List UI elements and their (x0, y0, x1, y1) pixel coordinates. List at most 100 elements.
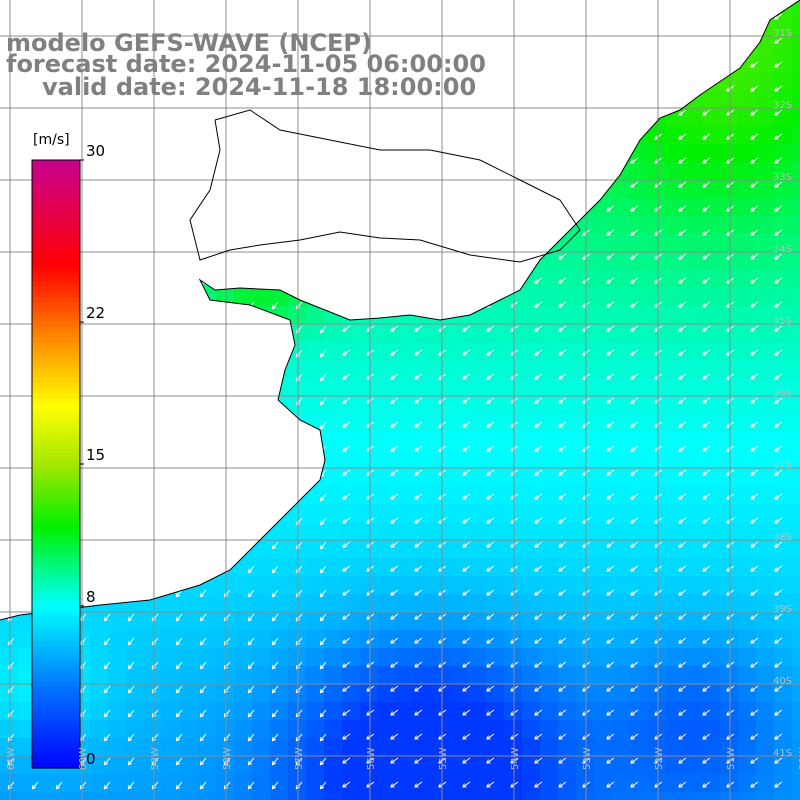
field-cell (0, 648, 19, 667)
wind-arrow (414, 421, 423, 428)
field-cell (702, 36, 721, 55)
field-cell (180, 684, 199, 703)
wind-arrow (558, 469, 567, 476)
field-cell (432, 540, 451, 559)
field-cell (486, 342, 505, 361)
field-cell (576, 108, 595, 127)
field-cell (126, 432, 145, 451)
field-cell (792, 504, 800, 523)
field-cell (594, 18, 613, 37)
field-cell (630, 414, 649, 433)
field-cell (486, 144, 505, 163)
field-cell (792, 684, 800, 703)
field-cell (0, 468, 19, 487)
field-cell (630, 558, 649, 577)
field-cell (234, 612, 253, 631)
wind-arrow (199, 301, 207, 310)
wind-arrow (678, 493, 687, 500)
wind-arrow (319, 685, 327, 694)
field-cell (558, 666, 577, 685)
colorbar-segment (32, 215, 80, 222)
field-cell (774, 162, 793, 181)
field-cell (486, 288, 505, 307)
wind-arrow (630, 781, 639, 788)
wind-arrow (199, 517, 207, 526)
wind-arrow (199, 565, 207, 574)
field-cell (720, 324, 739, 343)
field-cell (558, 720, 577, 739)
field-cell (594, 126, 613, 145)
colorbar-segment (32, 752, 80, 759)
field-cell (126, 396, 145, 415)
field-cell (414, 396, 433, 415)
field-cell (540, 666, 559, 685)
wind-arrow (390, 157, 399, 164)
field-cell (216, 666, 235, 685)
colorbar-segment (32, 641, 80, 647)
field-cell (216, 252, 235, 271)
wind-arrow (750, 733, 759, 740)
field-cell (396, 756, 415, 775)
field-cell (756, 702, 775, 721)
wind-arrow (103, 397, 111, 406)
wind-arrow (79, 325, 87, 334)
field-cell (216, 774, 235, 793)
field-cell (594, 360, 613, 379)
field-cell (414, 558, 433, 577)
field-cell (288, 414, 307, 433)
wind-arrow (630, 205, 639, 212)
wind-arrow (79, 397, 87, 406)
wind-arrow (175, 517, 183, 526)
field-cell (504, 576, 523, 595)
field-cell (486, 216, 505, 235)
wind-arrow (295, 277, 303, 286)
field-cell (738, 270, 757, 289)
field-cell (630, 720, 649, 739)
field-cell (468, 0, 487, 19)
wind-arrow (271, 565, 279, 574)
field-cell (684, 324, 703, 343)
field-cell (90, 684, 109, 703)
field-cell (162, 198, 181, 217)
wind-arrow (750, 445, 759, 452)
field-cell (630, 522, 649, 541)
wind-arrow (750, 181, 759, 188)
field-cell (684, 108, 703, 127)
field-cell (468, 18, 487, 37)
field-cell (378, 594, 397, 613)
wind-arrow (414, 565, 423, 572)
field-cell (522, 504, 541, 523)
wind-arrow (199, 181, 207, 190)
field-cell (180, 594, 199, 613)
field-cell (54, 0, 73, 19)
field-cell (792, 90, 800, 109)
wind-arrow (175, 685, 183, 694)
field-cell (558, 612, 577, 631)
field-cell (378, 432, 397, 451)
field-cell (720, 666, 739, 685)
wind-arrow (342, 757, 351, 764)
field-cell (198, 324, 217, 343)
wind-arrow (223, 277, 231, 286)
field-cell (108, 162, 127, 181)
field-cell (486, 252, 505, 271)
field-cell (0, 396, 19, 415)
wind-arrow (103, 229, 111, 238)
wind-arrow (342, 781, 351, 788)
field-cell (0, 414, 19, 433)
field-cell (450, 144, 469, 163)
wind-arrow (31, 85, 39, 94)
field-cell (738, 522, 757, 541)
field-cell (18, 774, 37, 793)
wind-arrow (247, 253, 255, 262)
field-cell (378, 486, 397, 505)
field-cell (450, 702, 469, 721)
field-cell (540, 54, 559, 73)
wind-arrow (678, 13, 687, 20)
wind-arrow (7, 133, 15, 142)
field-cell (648, 288, 667, 307)
field-cell (522, 54, 541, 73)
field-cell (756, 414, 775, 433)
field-cell (630, 342, 649, 361)
wind-arrow (175, 709, 183, 718)
